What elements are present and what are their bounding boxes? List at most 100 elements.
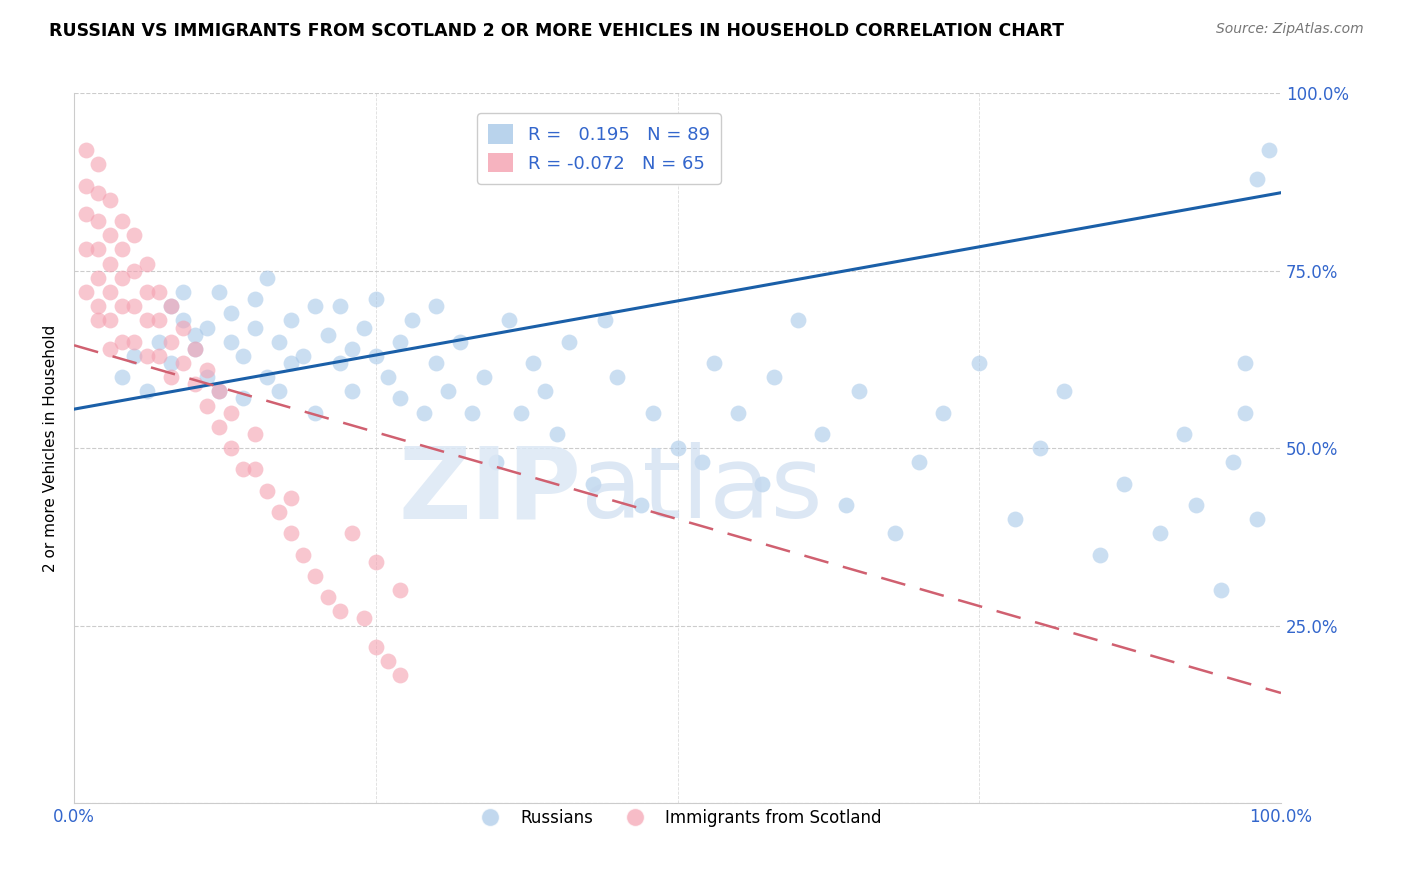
- Point: [124, 264, 146, 278]
- Point: [1028, 441, 1050, 455]
- Point: [159, 356, 181, 370]
- Point: [353, 611, 375, 625]
- Point: [449, 334, 471, 349]
- Point: [340, 384, 363, 399]
- Point: [87, 186, 110, 200]
- Point: [219, 441, 242, 455]
- Point: [111, 270, 134, 285]
- Point: [75, 178, 97, 193]
- Point: [340, 526, 363, 541]
- Point: [208, 420, 231, 434]
- Point: [932, 406, 955, 420]
- Point: [1004, 512, 1026, 526]
- Point: [135, 313, 157, 327]
- Point: [388, 334, 411, 349]
- Point: [593, 313, 616, 327]
- Point: [111, 243, 134, 257]
- Point: [425, 299, 447, 313]
- Point: [474, 370, 496, 384]
- Point: [243, 292, 266, 306]
- Point: [111, 214, 134, 228]
- Point: [751, 476, 773, 491]
- Point: [304, 569, 326, 583]
- Point: [87, 157, 110, 171]
- Point: [159, 334, 181, 349]
- Y-axis label: 2 or more Vehicles in Household: 2 or more Vehicles in Household: [44, 325, 58, 572]
- Point: [219, 406, 242, 420]
- Point: [292, 548, 315, 562]
- Point: [184, 342, 207, 356]
- Point: [377, 654, 399, 668]
- Point: [87, 270, 110, 285]
- Point: [75, 143, 97, 157]
- Point: [98, 257, 121, 271]
- Point: [606, 370, 628, 384]
- Point: [763, 370, 786, 384]
- Point: [243, 320, 266, 334]
- Point: [208, 384, 231, 399]
- Point: [195, 370, 218, 384]
- Point: [643, 406, 665, 420]
- Point: [1185, 498, 1208, 512]
- Point: [690, 455, 713, 469]
- Point: [148, 285, 170, 299]
- Point: [98, 313, 121, 327]
- Point: [75, 243, 97, 257]
- Point: [219, 334, 242, 349]
- Point: [159, 299, 181, 313]
- Point: [388, 668, 411, 682]
- Point: [172, 313, 194, 327]
- Point: [124, 349, 146, 363]
- Point: [232, 349, 254, 363]
- Point: [329, 299, 352, 313]
- Point: [148, 349, 170, 363]
- Legend: Russians, Immigrants from Scotland: Russians, Immigrants from Scotland: [467, 802, 889, 834]
- Point: [195, 363, 218, 377]
- Point: [87, 299, 110, 313]
- Point: [401, 313, 423, 327]
- Point: [195, 399, 218, 413]
- Point: [135, 285, 157, 299]
- Point: [1112, 476, 1135, 491]
- Point: [280, 526, 302, 541]
- Point: [1257, 143, 1279, 157]
- Point: [329, 604, 352, 618]
- Point: [172, 320, 194, 334]
- Point: [87, 243, 110, 257]
- Point: [388, 392, 411, 406]
- Point: [256, 270, 278, 285]
- Point: [1088, 548, 1111, 562]
- Point: [184, 377, 207, 392]
- Point: [75, 207, 97, 221]
- Point: [243, 462, 266, 476]
- Text: RUSSIAN VS IMMIGRANTS FROM SCOTLAND 2 OR MORE VEHICLES IN HOUSEHOLD CORRELATION : RUSSIAN VS IMMIGRANTS FROM SCOTLAND 2 OR…: [49, 22, 1064, 40]
- Point: [172, 285, 194, 299]
- Point: [364, 555, 387, 569]
- Point: [787, 313, 810, 327]
- Point: [522, 356, 544, 370]
- Point: [304, 299, 326, 313]
- Point: [208, 285, 231, 299]
- Point: [666, 441, 689, 455]
- Point: [98, 285, 121, 299]
- Point: [280, 313, 302, 327]
- Point: [727, 406, 749, 420]
- Point: [148, 313, 170, 327]
- Point: [485, 455, 508, 469]
- Point: [111, 334, 134, 349]
- Point: [172, 356, 194, 370]
- Point: [1209, 583, 1232, 598]
- Point: [256, 370, 278, 384]
- Point: [195, 320, 218, 334]
- Point: [304, 406, 326, 420]
- Point: [498, 313, 520, 327]
- Point: [329, 356, 352, 370]
- Point: [364, 292, 387, 306]
- Point: [87, 214, 110, 228]
- Point: [413, 406, 436, 420]
- Point: [124, 228, 146, 243]
- Point: [1222, 455, 1244, 469]
- Point: [967, 356, 990, 370]
- Point: [111, 299, 134, 313]
- Point: [546, 427, 568, 442]
